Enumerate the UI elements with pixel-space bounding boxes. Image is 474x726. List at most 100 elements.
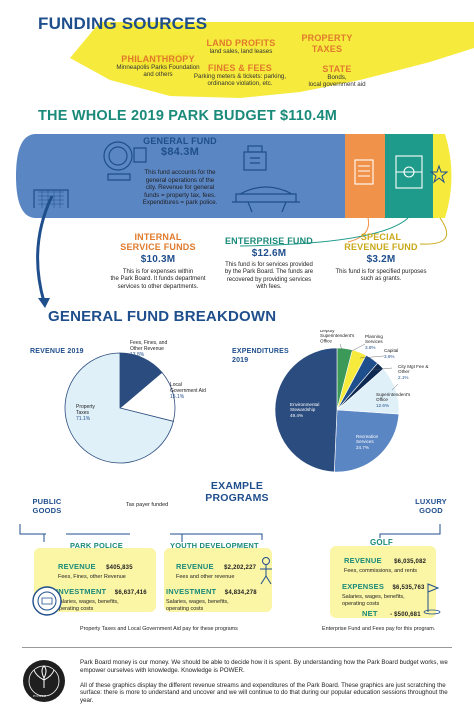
- footer-text: Park Board money is our money. We should…: [80, 659, 454, 705]
- land-profits-label: LAND PROFITS: [206, 38, 276, 48]
- logo-text-bottom: POWER: [33, 694, 47, 698]
- logo-text-top: PARKS: [34, 657, 47, 661]
- revenue-slice-property-taxes: [64, 352, 174, 464]
- golf-net: NET - $500,681: [362, 603, 442, 621]
- property-taxes-label1: PROPERTY: [301, 33, 353, 43]
- examples-bracket: [19, 524, 441, 542]
- park-police-revenue-desc: Fees, Fines, other Revenue: [58, 574, 126, 580]
- police-badge-icon: [103, 141, 147, 181]
- internal-label2: SERVICE FUNDS: [120, 242, 196, 252]
- exp-label-recreation: Recreation Services: [356, 434, 379, 444]
- park-police-investment: INVESTMENT $6,637,416 Salaries, wages, b…: [56, 581, 160, 612]
- exp-value-capital: 3.6%: [384, 354, 394, 359]
- budget-title: THE WHOLE 2019 PARK BUDGET $110.4M: [38, 108, 338, 124]
- philanthropy-block: PHILANTHROPY Minneapolis Parks Foundatio…: [98, 54, 218, 79]
- revenue-value-fees: 13.8%: [130, 352, 145, 358]
- exp-value-superintendent: 12.6%: [376, 403, 389, 408]
- land-profits-block: LAND PROFITS land sales, land leases: [196, 38, 286, 55]
- exp-label-superintendent: Superintendent's Office: [376, 392, 411, 402]
- funding-funnel: [70, 22, 474, 98]
- budget-bar: [16, 134, 452, 308]
- bridge-icon: [232, 186, 300, 213]
- leader-line: [339, 343, 343, 351]
- internal-desc-line: This is for expenses within: [122, 269, 194, 275]
- fines-fees-desc1: Parking meters & tickets: parking,: [193, 73, 287, 80]
- revenue-chart-title: REVENUE 2019: [30, 348, 84, 355]
- exp-label-capital: Capital: [384, 348, 398, 353]
- golf-expenses-label: EXPENSES: [342, 582, 385, 591]
- leader-line: [359, 355, 385, 359]
- general-desc-line: general operations of the: [145, 176, 215, 184]
- general-desc-line: Expenditures = park police.: [142, 199, 218, 207]
- philanthropy-desc2: and others: [143, 71, 173, 79]
- park-police-revenue-value: $405,835: [106, 565, 133, 571]
- general-fund-bar: [16, 134, 352, 218]
- public-goods-line: PUBLIC: [32, 497, 62, 506]
- state-block: STATE Bonds, local government aid: [292, 64, 382, 89]
- fines-fees-desc2: ordinance violation, etc.: [207, 80, 273, 88]
- luxury-good-label: LUXURY GOOD: [406, 497, 456, 515]
- exp-value-deputy: 4.0%: [320, 349, 330, 354]
- golf-revenue-label: REVENUE: [344, 556, 382, 565]
- expenditure-chart-title: EXPENDITURES 2019: [232, 348, 289, 364]
- state-label: STATE: [322, 64, 352, 74]
- enterprise-desc-line: with fees.: [256, 284, 282, 291]
- general-desc-line: city. Revenue for general: [145, 184, 215, 192]
- state-desc2: local government aid: [308, 81, 366, 89]
- footer-paragraph-1: Park Board money is our money. We should…: [80, 659, 448, 674]
- park-police-investment-value: $6,637,416: [114, 590, 147, 596]
- youth-revenue: REVENUE $2,202,227 Fees and other revenu…: [176, 556, 272, 580]
- internal-service-block: INTERNAL SERVICE FUNDS $10.3M This is fo…: [108, 232, 208, 291]
- golf-expenses-desc1: Salaries, wages, benefits,: [342, 594, 405, 600]
- youth-investment-value: $4,834,278: [224, 590, 257, 596]
- general-fund-block: GENERAL FUND $84.3M: [140, 136, 220, 158]
- police-badge-icon: [32, 586, 62, 616]
- examples-title2: PROGRAMS: [205, 492, 269, 504]
- youth-investment-desc2: operating costs: [166, 605, 204, 612]
- arrow-to-breakdown: [36, 195, 54, 303]
- special-desc: This fund is for specified purposes such…: [328, 269, 434, 284]
- exp-label-environmental: Environmental Stewardship: [290, 402, 319, 412]
- special-desc-line: This fund is for specified purposes: [335, 269, 427, 275]
- park-police-revenue-label: REVENUE: [58, 562, 96, 571]
- footnote-left: Property Taxes and Local Government Aid …: [80, 626, 238, 632]
- special-desc-line: such as grants.: [360, 276, 402, 283]
- property-taxes-block: PROPERTY TAXES: [292, 33, 362, 55]
- document-icon: [354, 159, 374, 185]
- enterprise-desc-line: This fund is for services provided: [225, 262, 313, 268]
- youth-investment-label: INVESTMENT: [166, 587, 217, 596]
- golf-net-label: NET: [362, 609, 378, 618]
- golf-revenue-desc: Fees, commissions, and rents: [344, 568, 418, 574]
- luxury-line: LUXURY: [415, 497, 447, 506]
- youth-revenue-desc: Fees and other revenue: [176, 574, 235, 580]
- golf-revenue-value: $6,035,082: [394, 559, 427, 565]
- general-fund-desc: This fund accounts for the general opera…: [125, 169, 235, 207]
- revenue-label-fees: Fees, Fines, and Other Revenue: [130, 340, 167, 352]
- public-goods-line: GOODS: [32, 506, 62, 515]
- youth-title: YOUTH DEVELOPMENT: [170, 541, 259, 550]
- enterprise-amount: $12.6M: [251, 248, 287, 259]
- philanthropy-desc1: Minneapolis Parks Foundation: [116, 64, 200, 71]
- park-police-investment-label: INVESTMENT: [56, 587, 107, 596]
- general-fund-amount: $84.3M: [161, 146, 199, 158]
- park-police-investment-desc2: operating costs: [56, 605, 94, 612]
- revenue-value-lga: 15.1%: [170, 394, 185, 400]
- golf-expenses: EXPENSES $6,535,763 Salaries, wages, ben…: [342, 576, 440, 607]
- golf-title: GOLF: [370, 538, 394, 547]
- golf-expenses-desc2: operating costs: [342, 600, 380, 607]
- revenue-value-property-taxes: 71.1%: [76, 416, 91, 422]
- internal-desc-line: services to other departments.: [117, 283, 199, 290]
- public-goods-label: PUBLIC GOODS: [22, 497, 72, 515]
- enterprise-block: ENTERPRISE FUND $12.6M This fund is for …: [214, 236, 324, 292]
- parks-power-logo: [23, 660, 65, 702]
- general-desc-line: This fund accounts for the: [144, 169, 216, 176]
- revenue-slice-local-government-aid: [119, 371, 176, 422]
- luxury-line: GOOD: [419, 506, 443, 515]
- exp-value-planning: 3.8%: [365, 345, 375, 350]
- star-icon: [429, 164, 449, 184]
- special-label2: REVENUE FUND: [344, 242, 418, 252]
- exp-value-recreation: 24.7%: [356, 445, 369, 450]
- internal-desc-line: the Park Board. It funds department: [110, 276, 206, 283]
- revenue-label-property-taxes: Property Taxes: [76, 404, 95, 416]
